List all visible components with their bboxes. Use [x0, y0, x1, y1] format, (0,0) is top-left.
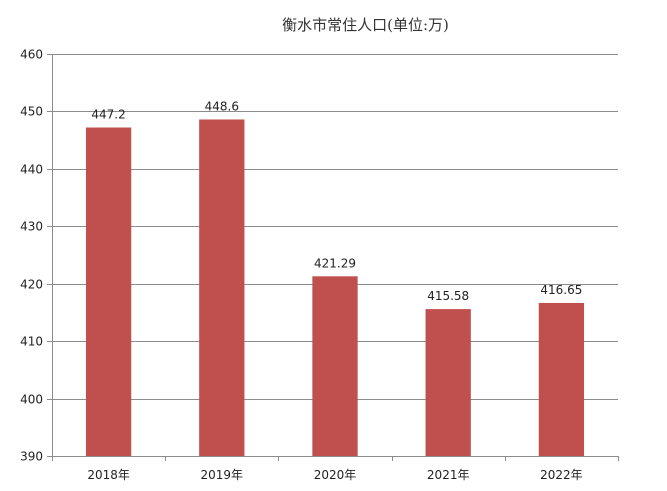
x-tick-label-2022年: 2022年: [540, 468, 583, 482]
y-tick-label-440: 440: [20, 163, 43, 177]
y-tick-label-410: 410: [20, 335, 43, 349]
data-label-2021年: 415.58: [427, 289, 469, 303]
y-tick-label-460: 460: [20, 48, 43, 62]
data-label-2018年: 447.2: [91, 108, 125, 122]
x-tick-label-2020年: 2020年: [314, 468, 357, 482]
y-tick-label-430: 430: [20, 220, 43, 234]
data-label-2019年: 448.6: [205, 99, 239, 113]
bar-2022年: [538, 302, 585, 456]
y-axis: 390 400 410 420 430 440 450 460: [20, 48, 53, 464]
data-label-2022年: 416.65: [540, 283, 582, 297]
y-tick-label-400: 400: [20, 393, 43, 407]
chart-title: 衡水市常住人口(单位:万): [0, 14, 667, 35]
x-tick-label-2018年: 2018年: [87, 468, 130, 482]
bar-2019年: [199, 119, 245, 457]
data-label-2020年: 421.29: [314, 256, 356, 270]
chart-title-text: 衡水市常住人口(单位:万): [282, 16, 449, 34]
bars: [85, 119, 585, 457]
bar-2018年: [85, 127, 132, 456]
x-axis: 2018年 2019年 2020年 2021年 2022年: [52, 456, 619, 482]
x-tick-label-2019年: 2019年: [201, 468, 244, 482]
y-tick-label-390: 390: [20, 450, 43, 464]
data-labels: 447.2 448.6 421.29 415.58 416.65: [91, 99, 582, 303]
y-tick-label-450: 450: [20, 105, 43, 119]
bar-2021年: [425, 309, 471, 456]
bar-2020年: [312, 276, 358, 456]
y-tick-label-420: 420: [20, 278, 43, 292]
x-tick-label-2021年: 2021年: [427, 468, 470, 482]
